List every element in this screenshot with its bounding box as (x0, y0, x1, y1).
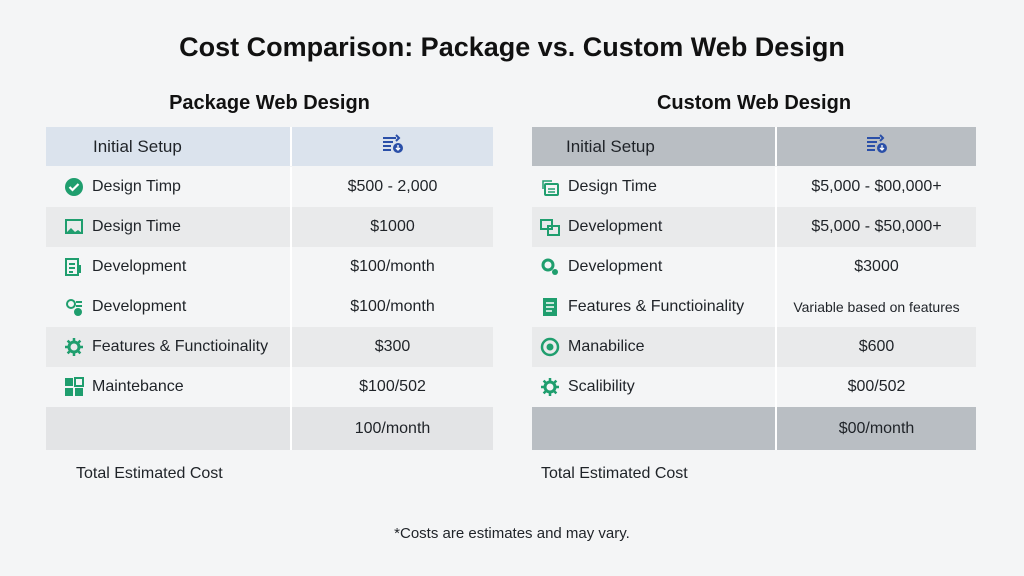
row-value: $100/month (350, 298, 435, 315)
row-label: Features & Functioinality (568, 298, 745, 315)
table-row: Design Time $1000 (46, 207, 493, 247)
table-row: Design Time $5,000 - $00,000+ (532, 167, 976, 207)
list-coin-icon (865, 133, 889, 160)
image-icon (64, 217, 84, 237)
gear-icon (540, 377, 560, 397)
row-value: $5,000 - $50,000+ (811, 218, 942, 235)
window-cloud-icon (540, 177, 560, 197)
table-row: 100/month (46, 407, 493, 450)
gear-document-icon (64, 297, 84, 317)
package-table: Initial Setup Design Timp $500 - 2,000 D… (46, 127, 493, 450)
row-value: $1000 (370, 218, 415, 235)
row-value: $100/502 (359, 378, 426, 395)
table-row: Manabilice $600 (532, 327, 976, 367)
row-value: 100/month (354, 419, 431, 437)
table-row: Features & Functioinality Variable based… (532, 287, 976, 327)
table-header-row: Initial Setup (46, 127, 493, 166)
row-label: Development (92, 258, 187, 275)
table-row: Development $3000 (532, 247, 976, 287)
row-label: Features & Functioinality (92, 338, 269, 355)
gears-icon (540, 257, 560, 277)
table-row: Development $100/month (46, 287, 493, 327)
table-row: $00/month (532, 407, 976, 450)
custom-table: Initial Setup Design Time $5,000 - $00,0… (532, 127, 976, 450)
header-label: Initial Setup (46, 127, 292, 166)
table-row: Development $5,000 - $50,000+ (532, 207, 976, 247)
row-value: $500 - 2,000 (347, 178, 438, 195)
document-list-icon (64, 257, 84, 277)
custom-heading: Custom Web Design (656, 92, 852, 114)
table-row: Scalibility $00/502 (532, 367, 976, 407)
row-value: $5,000 - $00,000+ (811, 178, 942, 195)
row-label: Scalibility (568, 378, 635, 395)
row-label: Design Time (92, 218, 181, 235)
row-label: Manabilice (568, 338, 645, 355)
row-label: Development (568, 258, 663, 275)
windows-icon (540, 217, 560, 237)
table-row: Design Timp $500 - 2,000 (46, 167, 493, 207)
row-value: $3000 (854, 258, 899, 275)
header-label: Initial Setup (532, 127, 777, 166)
page-title: Cost Comparison: Package vs. Custom Web … (179, 32, 845, 62)
custom-total-label: Total Estimated Cost (541, 465, 688, 482)
list-coin-icon (381, 133, 405, 160)
row-label: Maintebance (92, 378, 184, 395)
row-label: Development (568, 218, 663, 235)
document-icon (540, 297, 560, 317)
row-label: Design Time (568, 178, 657, 195)
row-value: Variable based on features (793, 299, 960, 315)
table-header-row: Initial Setup (532, 127, 976, 166)
gear-icon (64, 337, 84, 357)
package-total-label: Total Estimated Cost (76, 465, 223, 482)
row-value: $100/month (350, 258, 435, 275)
grid-icon (64, 377, 84, 397)
table-row: Features & Functioinality $300 (46, 327, 493, 367)
row-label: Design Timp (92, 178, 181, 195)
row-value: $00/month (838, 419, 915, 437)
row-value: $00/502 (847, 378, 906, 395)
row-value: $600 (858, 338, 895, 355)
check-circle-icon (64, 177, 84, 197)
table-row: Maintebance $100/502 (46, 367, 493, 407)
row-label: Development (92, 298, 187, 315)
row-value: $300 (374, 338, 411, 355)
table-row: Development $100/month (46, 247, 493, 287)
target-icon (540, 337, 560, 357)
footnote: *Costs are estimates and may vary. (394, 525, 630, 542)
package-heading: Package Web Design (169, 92, 370, 114)
